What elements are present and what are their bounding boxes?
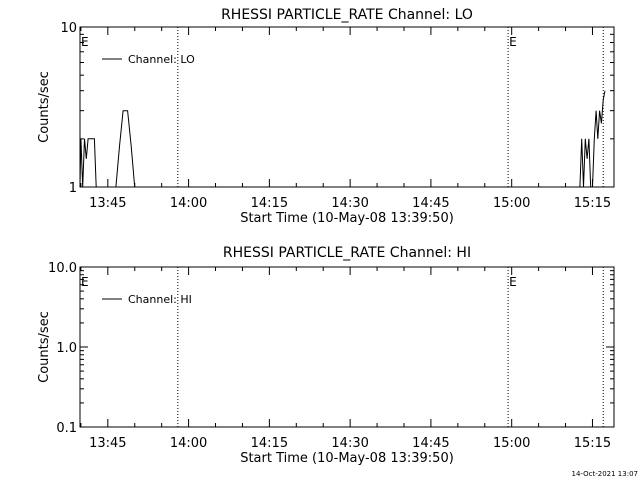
x-tick-label: 14:00 [170,196,207,211]
footer-timestamp: 14-Oct-2021 13:07 [572,470,638,478]
x-tick-label: 14:15 [251,196,288,211]
x-tick-label: 15:15 [574,436,611,451]
x-tick-label: 14:30 [331,196,368,211]
x-axis-label: Start Time (10-May-08 13:39:50) [240,451,454,466]
y-tick-label: 10.0 [48,261,77,276]
x-tick-label: 14:00 [170,436,207,451]
y-axis-label: Counts/sec [37,311,52,383]
chart-title: RHESSI PARTICLE_RATE Channel: LO [221,7,473,23]
x-tick-label: 15:00 [493,436,530,451]
y-tick-label: 1 [69,181,77,196]
event-line-label: E [509,35,517,49]
x-tick-label: 15:15 [574,196,611,211]
x-tick-label: 14:15 [251,436,288,451]
x-axis-label: Start Time (10-May-08 13:39:50) [240,211,454,226]
y-tick-label: 10 [60,21,77,36]
x-tick-label: 15:00 [493,196,530,211]
plot-frame [79,266,615,428]
x-tick-label: 13:45 [89,196,126,211]
y-tick-label: 1.0 [56,341,77,356]
hi-channel-panel: RHESSI PARTICLE_RATE Channel: HI 13:45 14:… [37,245,615,466]
chart-title: RHESSI PARTICLE_RATE Channel: HI [223,245,471,261]
x-tick-label: 13:45 [89,436,126,451]
lo-channel-panel: RHESSI PARTICLE_RATE Channel: LO 13:45 14:… [37,7,615,226]
x-tick-label: 14:45 [412,436,449,451]
event-line-label: E [509,275,517,289]
series-line-channel-lo [79,90,606,188]
legend-entry: Channel: HI [128,293,192,306]
plot-frame [79,26,615,188]
y-tick-label: 0.1 [56,421,77,436]
x-tick-label: 14:45 [412,196,449,211]
edge-marker-label: E [81,35,89,49]
legend-entry: Channel: LO [128,53,195,66]
x-tick-label: 14:30 [331,436,368,451]
edge-marker-label: E [81,275,89,289]
y-axis-label: Counts/sec [37,71,52,143]
